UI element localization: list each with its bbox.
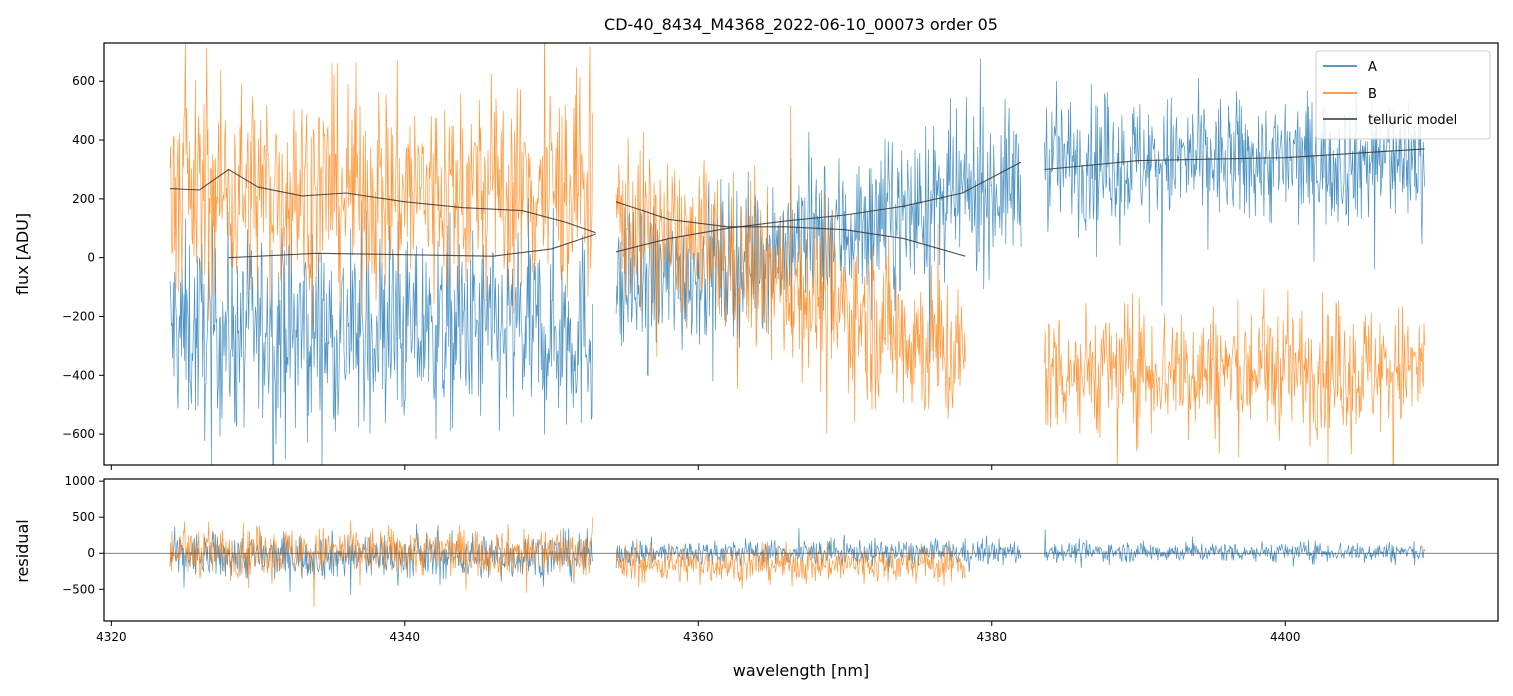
y-tick-label: 500 xyxy=(72,510,95,524)
bottom-plot-area xyxy=(104,517,1498,607)
series-b-segment-2 xyxy=(1044,289,1425,465)
residual-b-segment-0 xyxy=(169,517,593,607)
telluric-model-curve-3 xyxy=(615,161,1022,253)
y-tick-label: 200 xyxy=(72,192,95,206)
bottom-ylabel: residual xyxy=(13,519,32,582)
top-axes-frame xyxy=(103,42,1499,466)
legend-frame xyxy=(1315,50,1491,140)
y-tick-label: −200 xyxy=(62,309,95,323)
y-tick-label: 600 xyxy=(72,74,95,88)
y-tick-label: 400 xyxy=(72,133,95,147)
y-tick-label: −400 xyxy=(62,368,95,382)
series-a-segment-2 xyxy=(1044,78,1425,306)
residual-a-segment-2 xyxy=(1044,529,1425,568)
top-x-ticks xyxy=(110,465,1286,470)
y-tick-label: −600 xyxy=(62,427,95,441)
telluric-model-curve-1 xyxy=(228,233,596,259)
legend-label-b: B xyxy=(1368,87,1377,102)
x-tick-label: 4320 xyxy=(96,630,127,644)
legend-label-telluric: telluric model xyxy=(1368,113,1457,128)
legend: A B telluric model xyxy=(1315,50,1491,140)
bottom-x-ticks: 4320 4340 4360 4380 4400 xyxy=(96,621,1301,644)
residual-b-segment-1 xyxy=(615,538,966,589)
xlabel: wavelength [nm] xyxy=(733,661,870,680)
residual-a-segment-1 xyxy=(615,527,1022,573)
telluric-model-curve-0 xyxy=(169,168,596,234)
top-y-ticks: −600 −400 −200 0 200 400 600 xyxy=(62,74,104,441)
top-plot-area xyxy=(169,43,1425,465)
x-tick-label: 4360 xyxy=(683,630,714,644)
bottom-y-ticks: −500 0 500 1000 xyxy=(62,474,104,596)
y-tick-label: 1000 xyxy=(64,474,95,488)
legend-label-a: A xyxy=(1368,60,1377,75)
series-b-segment-1 xyxy=(615,105,966,434)
chart-title: CD-40_8434_M4368_2022-06-10_00073 order … xyxy=(604,15,998,35)
top-panel: −600 −400 −200 0 200 400 600 flux [ADU] A B te… xyxy=(13,42,1499,470)
telluric-model-curve-2 xyxy=(615,201,966,257)
telluric-model-curve-4 xyxy=(1044,148,1425,171)
x-tick-label: 4380 xyxy=(976,630,1007,644)
series-b-segment-0 xyxy=(169,43,593,330)
x-tick-label: 4340 xyxy=(390,630,421,644)
y-tick-label: 0 xyxy=(87,546,95,560)
bottom-axes-frame xyxy=(103,478,1499,622)
y-tick-label: 0 xyxy=(87,251,95,265)
x-tick-label: 4400 xyxy=(1270,630,1301,644)
bottom-panel: −500 0 500 1000 4320 4340 4360 4380 4400 residu… xyxy=(13,474,1499,680)
series-a-segment-0 xyxy=(169,197,593,465)
top-ylabel: flux [ADU] xyxy=(13,213,32,295)
y-tick-label: −500 xyxy=(62,582,95,596)
